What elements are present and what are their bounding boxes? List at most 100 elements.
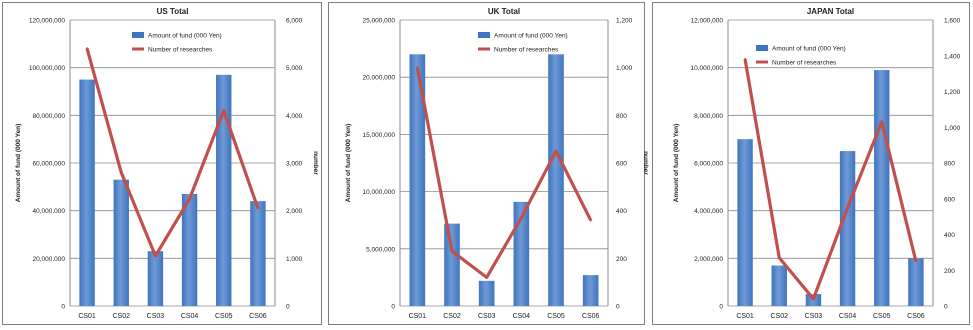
y2-tick-label: 1,000 — [616, 65, 633, 72]
bar-cs04 — [513, 201, 530, 306]
y-tick-label: 6,000,000 — [694, 161, 723, 168]
y-tick-label: 8,000,000 — [694, 113, 723, 120]
legend: Amount of fund (000 Yen) Number of resear… — [756, 45, 846, 67]
series-line-researches — [743, 59, 918, 301]
y2-tick-label: 6,000 — [286, 18, 303, 25]
x-tick-label: CS01 — [736, 313, 754, 320]
line-point-cs05 — [554, 149, 558, 153]
bar-cs05 — [216, 74, 232, 306]
y2-tick-label: 1,600 — [944, 18, 961, 25]
legend-label-line: Number of researches — [494, 47, 559, 54]
legend-label-bar: Amount of fund (000 Yen) — [148, 33, 222, 40]
y2-tick-label: 400 — [944, 232, 955, 239]
line-point-cs06 — [589, 219, 592, 222]
y-tick-label: 120,000,000 — [29, 18, 66, 25]
y2-tick-label: 600 — [616, 161, 627, 168]
x-tick-label: CS02 — [770, 313, 788, 320]
line-point-cs04 — [188, 197, 191, 200]
line-point-cs02 — [450, 249, 454, 253]
y-tick-label: 0 — [391, 304, 395, 311]
bar-cs04 — [181, 193, 198, 306]
legend-swatch-bar — [756, 45, 768, 51]
line-point-cs02 — [778, 256, 781, 259]
y2-tick-label: 4,000 — [286, 113, 303, 120]
x-tick-label: CS06 — [907, 313, 925, 320]
y2-tick-label: 0 — [944, 304, 948, 311]
x-tick-label: CS05 — [215, 313, 233, 320]
y-axis-label: Amount of fund (000 Yen) — [345, 124, 352, 203]
y2-tick-label: 1,000 — [286, 256, 303, 263]
chart-title: UK Total — [488, 7, 520, 16]
line-point-cs02 — [120, 171, 123, 174]
y2-tick-label: 800 — [616, 113, 627, 120]
y-tick-label: 60,000,000 — [32, 161, 65, 168]
x-tick-label: CS04 — [181, 313, 199, 320]
line-point-cs03 — [154, 254, 157, 258]
line-point-cs05 — [880, 120, 883, 124]
chart-title: US Total — [157, 7, 189, 16]
y2-tick-label: 1,000 — [944, 125, 961, 132]
y2-tick-label: 800 — [944, 161, 955, 168]
y-axis-label: Amount of fund (000 Yen) — [15, 124, 22, 203]
y-tick-label: 80,000,000 — [32, 113, 65, 120]
bar-cs05 — [874, 70, 890, 306]
y2-tick-label: 600 — [944, 196, 955, 203]
y2-tick-label: 200 — [944, 268, 955, 275]
bar-cs02 — [444, 223, 460, 306]
legend-label-bar: Amount of fund (000 Yen) — [494, 33, 568, 40]
chart-panel-1: 0 5,000,000 10,000,000 15,000,000 20,000,000… — [328, 2, 649, 325]
bar-cs03 — [478, 280, 495, 306]
y-tick-label: 20,000,000 — [362, 75, 395, 82]
chart-panel-2: 0 2,000,000 4,000,000 6,000,000 8,000,000 10,… — [652, 2, 970, 325]
y2-axis-label: number — [642, 151, 649, 175]
y-axis-label: Amount of fund (000 Yen) — [673, 124, 680, 203]
x-tick-label: CS03 — [805, 313, 823, 320]
line-point-cs01 — [743, 58, 747, 61]
x-tick-label: CS02 — [112, 313, 130, 320]
legend-label-line: Number of researches — [148, 47, 213, 54]
bar-cs06 — [250, 201, 266, 306]
y-tick-label: 12,000,000 — [690, 18, 723, 25]
bar-cs02 — [771, 265, 787, 306]
y2-tick-label: 400 — [616, 208, 627, 215]
x-tick-label: CS02 — [443, 313, 461, 320]
bar-cs02 — [113, 179, 129, 306]
chart-panel-0: 0 20,000,000 40,000,000 60,000,000 80,000,00… — [2, 2, 322, 325]
line-point-cs01 — [416, 66, 419, 69]
line-point-cs04 — [520, 216, 523, 220]
y-tick-label: 100,000,000 — [29, 65, 66, 72]
y2-tick-label: 5,000 — [286, 65, 303, 72]
legend-label-bar: Amount of fund (000 Yen) — [772, 46, 846, 53]
y-tick-label: 15,000,000 — [362, 132, 395, 139]
y2-tick-label: 1,200 — [616, 18, 633, 25]
x-tick-label: CS01 — [409, 313, 427, 320]
line-point-cs03 — [485, 276, 488, 279]
chart-title: JAPAN Total — [807, 7, 854, 16]
x-tick-label: CS03 — [147, 313, 165, 320]
bar-cs06 — [582, 275, 599, 306]
line-point-cs04 — [846, 206, 849, 209]
y2-tick-label: 1,400 — [944, 53, 961, 60]
y-tick-label: 40,000,000 — [32, 208, 65, 215]
legend: Amount of fund (000 Yen) Number of resear… — [478, 32, 568, 54]
y-tick-label: 10,000,000 — [690, 65, 723, 72]
legend-label-line: Number of researches — [772, 60, 837, 67]
series-line-researches — [85, 48, 260, 258]
series-line-researches — [415, 67, 593, 279]
y2-tick-label: 0 — [286, 304, 290, 311]
y-tick-label: 2,000,000 — [694, 256, 723, 263]
x-tick-label: CS06 — [582, 313, 600, 320]
bar-cs01 — [79, 79, 95, 306]
line-point-cs06 — [914, 260, 918, 263]
y2-tick-label: 1,200 — [944, 89, 961, 96]
x-tick-label: CS05 — [547, 313, 565, 320]
x-tick-label: CS04 — [513, 313, 531, 320]
bar-cs05 — [548, 54, 564, 306]
legend-swatch-bar — [132, 32, 144, 38]
line-point-cs01 — [85, 47, 89, 50]
x-tick-label: CS06 — [249, 313, 267, 320]
legend: Amount of fund (000 Yen) Number of resear… — [132, 32, 222, 54]
line-point-cs06 — [256, 207, 260, 210]
